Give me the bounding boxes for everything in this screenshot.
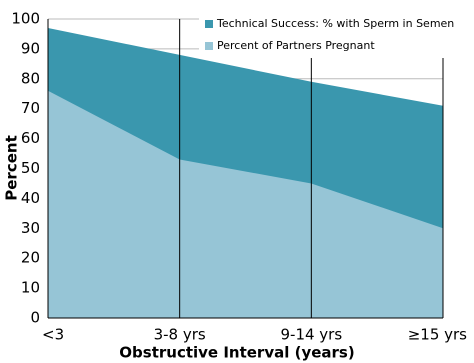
legend-swatch [205, 20, 213, 28]
overlay: Technical Success: % with Sperm in Semen… [47, 14, 454, 319]
y-tick-label: 20 [21, 249, 40, 267]
legend-label: Technical Success: % with Sperm in Semen [216, 17, 454, 30]
y-tick-label: 100 [11, 10, 40, 28]
x-tick-label: 3-8 yrs [154, 326, 206, 344]
y-tick-label: 70 [21, 99, 40, 117]
y-tick-label: 80 [21, 69, 40, 87]
y-axis-title: Percent [3, 135, 21, 200]
x-tick-label: 9-14 yrs [280, 326, 342, 344]
y-tick-label: 90 [21, 39, 40, 57]
areas [48, 27, 443, 318]
y-tick-label: 0 [30, 309, 40, 327]
y-tick-label: 40 [21, 189, 40, 207]
y-tick-label: 50 [21, 159, 40, 177]
y-tick-label: 60 [21, 129, 40, 147]
x-tick-label: <3 [42, 326, 64, 344]
y-tick-label: 30 [21, 219, 40, 237]
area [48, 90, 443, 318]
legend-label: Percent of Partners Pregnant [217, 39, 375, 52]
x-axis-title: Obstructive Interval (years) [119, 344, 354, 362]
legend-swatch [205, 42, 213, 50]
legend-box [199, 14, 449, 58]
x-tick-label: ≥15 yrs [408, 326, 467, 344]
y-tick-label: 10 [21, 279, 40, 297]
